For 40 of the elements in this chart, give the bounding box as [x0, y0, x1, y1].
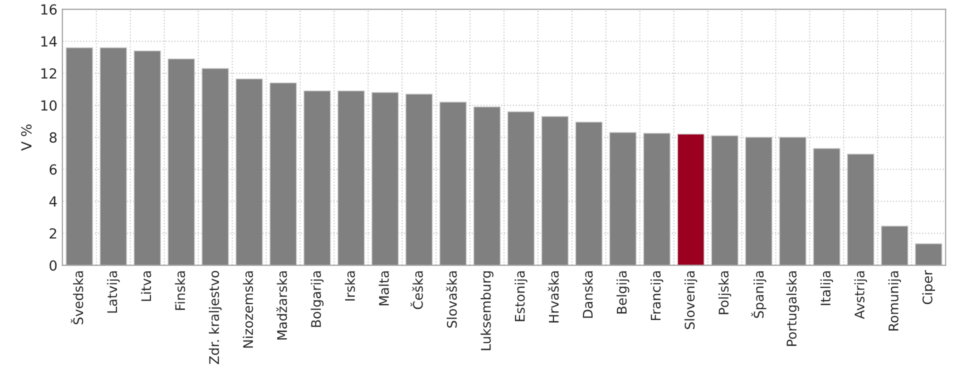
- x-tick-label: Zdr. kraljestvo: [208, 270, 222, 364]
- x-tick-label: Madžarska: [276, 271, 288, 340]
- x-tick-label: Avstrija: [854, 271, 868, 319]
- bar: [880, 226, 908, 266]
- x-tick-label: Litva: [140, 271, 152, 301]
- y-tick-label: 16: [41, 4, 57, 15]
- x-tick-label: Češka: [410, 271, 423, 310]
- bar: [371, 92, 399, 266]
- x-tick-label: Hrvaška: [548, 271, 559, 322]
- x-tick-label: Luksemburg: [480, 271, 494, 350]
- x-tick-label: Poljska: [718, 271, 732, 314]
- y-axis-title: V %: [21, 124, 32, 151]
- x-tick-label: Francija: [650, 271, 664, 320]
- x-tick-label: Slovaška: [446, 271, 457, 328]
- y-tick-label: 12: [41, 68, 56, 79]
- x-tick-label: Nizozemska: [242, 271, 254, 348]
- x-tick-label: Danska: [582, 271, 593, 318]
- x-tick-label: Belgija: [616, 271, 630, 314]
- x-tick-label: Bolgarija: [310, 271, 324, 327]
- y-tick-label: 0: [50, 260, 57, 271]
- x-tick-label: Portugalska: [786, 271, 800, 346]
- x-tick-label: Romunija: [888, 271, 902, 330]
- y-tick-label: 8: [50, 132, 57, 143]
- y-tick-label: 14: [41, 36, 57, 47]
- x-tick-label: Irska: [344, 271, 355, 301]
- x-tick-label: Švedska: [70, 271, 84, 324]
- x-tick-label: Italija: [820, 271, 834, 306]
- x-tick-label: Slovenija: [684, 271, 698, 330]
- x-tick-label: Estonija: [514, 271, 528, 322]
- x-tick-label: Ciper: [922, 270, 935, 304]
- x-tick-label: Malta: [378, 271, 389, 306]
- y-tick-label: 10: [41, 100, 57, 111]
- y-tick-label: 4: [49, 196, 57, 207]
- x-tick-label: Finska: [174, 271, 186, 310]
- bar: [914, 243, 942, 266]
- x-tick-label: Latvija: [106, 271, 120, 313]
- bar: [66, 47, 94, 266]
- x-tick-label: Španija: [751, 271, 766, 318]
- y-tick-label: 2: [50, 228, 56, 239]
- y-tick-label: 6: [50, 164, 57, 175]
